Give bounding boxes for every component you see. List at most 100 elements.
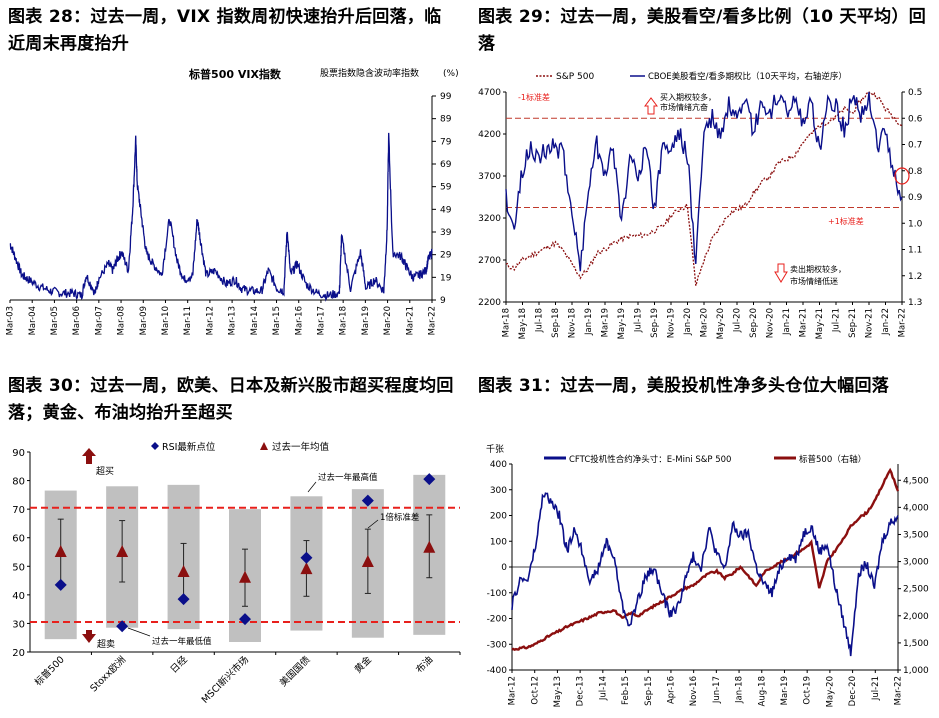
fig30-mean-triangle	[239, 570, 251, 583]
fig30-category-label: 黄金	[352, 653, 374, 675]
fig29-ytick-left-label: 4200	[478, 130, 501, 140]
fig29-ytick-right-label: 1.3	[908, 298, 922, 308]
fig29-xtick-label: Jan-20	[683, 308, 693, 336]
fig29-xtick-label: May-19	[617, 308, 627, 339]
fig28-ytick-label: 9	[440, 296, 446, 306]
fig30-ytick-label: 80	[12, 477, 25, 488]
fig28-xtick-label: Mar-21	[405, 306, 415, 335]
fig29-xtick-label: Jan-22	[881, 308, 891, 336]
fig28-ytick-label: 19	[440, 273, 452, 283]
fig31-xtick-label: Dec-20	[848, 676, 858, 706]
fig30-annot-high-leader	[307, 481, 317, 493]
fig30-title: 图表 30：过去一周，欧美、日本及新兴股市超买程度均回落；黄金、布油均抬升至超买	[8, 376, 454, 423]
fig31-ytick-right-label: 1,500	[903, 639, 929, 649]
fig28-ytick-label: 99	[440, 92, 452, 102]
fig29-xtick-label: Mar-19	[601, 308, 611, 337]
fig28-xtick-label: Mar-05	[50, 306, 60, 335]
fig29-xtick-label: May-18	[518, 308, 528, 339]
fig28-xtick-label: Mar-16	[294, 306, 304, 335]
fig29-xtick-label: Jul-18	[535, 308, 545, 333]
fig31-sp500-line	[511, 467, 900, 652]
fig30-mean-triangle	[54, 545, 67, 557]
fig29-ytick-left-label: 2200	[478, 298, 501, 308]
fig28-title: 图表 28：过去一周，VIX 指数周初快速抬升后回落，临近周末再度抬升	[8, 7, 442, 54]
fig28-vix-line	[9, 132, 433, 302]
fig31-ylabel: 千张	[486, 444, 504, 455]
fig31-xtick-label: Jun-17	[712, 676, 722, 704]
fig30-mean-triangle	[361, 555, 374, 567]
fig30-rsi-diamond	[239, 613, 251, 626]
fig31-xtick-label: May-13	[553, 676, 563, 707]
fig31-xtick-label: May-20	[825, 676, 835, 707]
fig30-annot-low: 过去一年最低值	[152, 636, 212, 647]
fig28-xtick-label: Mar-03	[6, 306, 16, 335]
fig30-category-label: 布油	[413, 654, 435, 676]
fig31-xtick-label: Nov-16	[689, 676, 699, 706]
fig29-xtick-label: Sep-21	[848, 308, 858, 338]
fig29-xtick-label: May-21	[815, 308, 825, 339]
fig30-annot-sd-leader	[367, 519, 379, 529]
fig28-xtick-label: Mar-18	[339, 306, 349, 335]
fig31-ytick-right-label: 4,500	[903, 476, 929, 486]
fig29-ytick-right-label: 0.9	[908, 193, 923, 203]
fig31-ytick-right-label: 4,000	[903, 503, 929, 513]
fig28-xtick-label: Mar-09	[139, 306, 149, 335]
fig31-title: 图表 31：过去一周，美股投机性净多头仓位大幅回落	[478, 376, 890, 396]
fig30-ytick-label: 40	[12, 591, 25, 602]
fig28-xtick-label: Mar-04	[28, 306, 38, 335]
fig31-xtick-label: Feb-15	[621, 676, 631, 705]
fig29-annot-up-1: 买入期权较多，	[660, 92, 716, 102]
fig30-category-label: 美国国债	[277, 653, 313, 689]
fig28-xtick-label: Mar-14	[250, 306, 260, 335]
fig29-xtick-label: Mar-20	[700, 308, 710, 337]
fig31-ytick-left-label: -200	[487, 615, 508, 625]
fig31-ytick-left-label: -400	[487, 666, 508, 676]
fig30-legend-triangle-icon	[260, 442, 268, 450]
fig30-annot-high: 过去一年最高值	[318, 472, 378, 483]
fig31-ytick-left-label: 100	[490, 537, 507, 547]
fig29-xtick-label: Nov-21	[865, 308, 875, 338]
fig28-ytick-label: 39	[440, 228, 452, 238]
fig29-xtick-label: Sep-20	[749, 308, 759, 338]
fig29-annot-up-2: 市场情绪亢奋	[660, 102, 708, 112]
fig29-minus1sd-label: -1标准差	[518, 92, 550, 102]
fig31-xtick-label: Mar-22	[894, 676, 904, 705]
fig29-xtick-label: Jul-21	[832, 308, 842, 333]
fig30-mean-triangle	[423, 540, 436, 553]
fig29-xtick-label: Sep-18	[551, 308, 561, 338]
fig31-xtick-label: Jul-14	[598, 676, 608, 701]
fig28-xtick-label: Mar-22	[428, 306, 438, 335]
fig29-ytick-left-label: 2700	[478, 256, 501, 266]
fig28-xtick-label: Mar-06	[72, 306, 82, 335]
fig29-xtick-label: Nov-20	[766, 308, 776, 338]
fig28-xtick-label: Mar-15	[272, 306, 282, 335]
fig31-xtick-label: Oct-12	[530, 676, 540, 705]
fig28-ytick-label: 59	[440, 183, 452, 193]
fig29-xtick-label: Mar-21	[799, 308, 809, 337]
fig31-xtick-label: Sep-15	[644, 676, 654, 706]
fig28-yunit: (%)	[443, 69, 459, 79]
fig30-chart: 20 30 40 50 60 70 80 90 标普500 Stoxx欧洲 日经 MSCI新兴市场 美国…	[12, 441, 461, 706]
fig29-xtick-label: Jul-19	[634, 308, 644, 333]
fig31-xtick-label: Mar-12	[508, 676, 518, 705]
fig29-legend-sp500: S&P 500	[556, 72, 594, 82]
fig31-ytick-left-label: 400	[490, 460, 507, 470]
fig31-xtick-label: Aug-18	[757, 676, 767, 706]
fig31-ytick-right-label: 2,500	[903, 585, 929, 595]
fig29-ytick-left-label: 3700	[478, 172, 501, 182]
fig29-ytick-right-label: 0.8	[908, 167, 923, 177]
fig30-mean-triangle	[177, 565, 190, 577]
fig29-title: 图表 29：过去一周，美股看空/看多比例（10 天平均）回落	[478, 7, 927, 54]
fig28-ytick-label: 29	[440, 251, 452, 261]
fig29-xtick-label: May-20	[716, 308, 726, 339]
fig29-putcall-line	[505, 91, 903, 272]
fig30-mean-triangle	[116, 545, 129, 557]
fig30-ytick-label: 70	[12, 505, 25, 516]
fig30-rsi-diamond	[423, 473, 436, 486]
fig30-rsi-diamond	[116, 620, 129, 633]
fig30-mean-triangle	[300, 562, 313, 575]
fig29-sp500-line	[505, 91, 903, 286]
fig28-ylabel: 股票指数隐含波动率指数	[320, 67, 419, 79]
fig31-ytick-right-label: 1,000	[903, 666, 929, 676]
fig31-xtick-label: Oct-19	[803, 676, 813, 705]
